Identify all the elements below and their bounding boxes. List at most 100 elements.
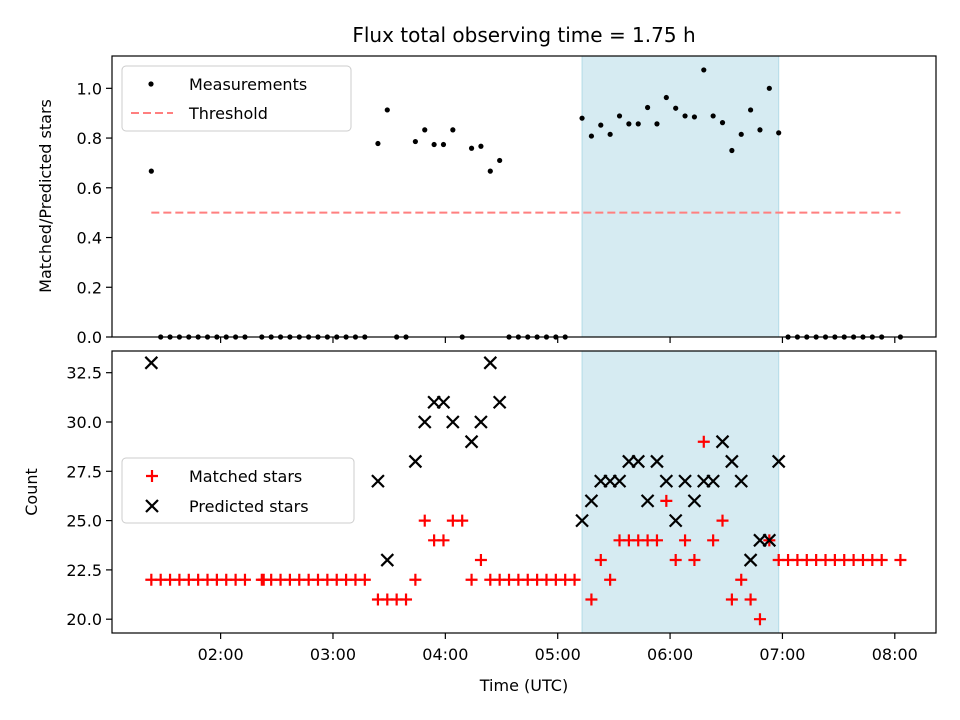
top-panel: 0.0 0.2 0.4 0.6 0.8 1.0 Matched/Predicted sta… [36, 55, 937, 347]
legend-measurements-marker [148, 81, 154, 87]
measurement-point [673, 105, 679, 111]
measurement-point [440, 141, 447, 148]
xtick-label: 05:00 [535, 645, 581, 664]
predicted-star-point [631, 454, 646, 469]
matched-star-point [697, 435, 710, 448]
top-panel-legend: Measurements Threshold [121, 65, 352, 132]
predicted-star-point [612, 474, 627, 488]
measurement-point [701, 67, 707, 73]
bottom-panel-legend: Matched stars Predicted stars [121, 457, 355, 524]
matched-star-point [744, 593, 757, 606]
bottom-panel-marks [144, 356, 907, 626]
legend-matched-marker [146, 470, 158, 482]
legend-matched-label: Matched stars [189, 467, 302, 486]
xtick-label: 04:00 [422, 645, 468, 664]
predicted-star-point [687, 494, 702, 508]
predicted-star-point [734, 474, 749, 488]
measurement-point [766, 85, 772, 91]
measurement-point [478, 143, 484, 149]
top-ytick-label: 0.2 [77, 278, 102, 297]
measurement-point [450, 127, 456, 133]
matched-star-point [753, 613, 766, 626]
legend-predicted-label: Predicted stars [189, 497, 309, 516]
measurement-point [776, 130, 782, 136]
bottom-panel: 20.0 22.5 25.0 27.5 30.0 32.5 02:00 03:00 04:00… [22, 350, 937, 695]
predicted-star-point [380, 553, 395, 567]
matched-star-point [358, 573, 371, 586]
xtick-label: 07:00 [759, 645, 805, 664]
bottom-ytick-label: 25.0 [66, 512, 102, 531]
top-panel-ylabel: Matched/Predicted stars [36, 99, 55, 293]
matched-star-point [875, 554, 888, 567]
matched-star-point [660, 494, 673, 507]
measurement-point [691, 114, 698, 120]
bottom-panel-ylabel: Count [22, 468, 41, 516]
bottom-ytick-label: 22.5 [66, 561, 102, 580]
predicted-star-point [706, 474, 720, 488]
predicted-star-point [483, 356, 498, 370]
measurement-point [375, 140, 381, 147]
predicted-star-point [575, 513, 589, 528]
matched-star-point [400, 593, 413, 606]
measurement-point [422, 127, 428, 133]
measurement-point [497, 157, 503, 164]
observing-window-shade-top [581, 55, 780, 338]
predicted-star-point [464, 434, 479, 449]
top-ytick-label: 0.4 [77, 229, 102, 248]
measurement-point [654, 121, 660, 127]
measurement-point [663, 94, 669, 101]
matched-star-point [669, 554, 682, 567]
xtick-label: 08:00 [872, 645, 918, 664]
matched-star-point [688, 554, 701, 567]
predicted-star-point [436, 395, 451, 410]
observing-window-shade-bottom [581, 350, 780, 634]
bottom-legend-box [121, 457, 355, 524]
bottom-ytick-label: 32.5 [66, 364, 102, 383]
predicted-star-point [659, 474, 674, 488]
predicted-star-point [446, 415, 460, 429]
measurement-point [384, 107, 390, 113]
top-ytick-label: 0.6 [77, 179, 102, 198]
top-ytick-label: 0.0 [77, 328, 102, 347]
measurement-point [148, 168, 154, 174]
matched-star-point [409, 573, 422, 586]
measurement-point [729, 147, 735, 154]
measurement-point [626, 121, 632, 127]
measurement-point [748, 107, 754, 113]
measurement-point [757, 127, 763, 133]
matched-star-point [707, 534, 720, 547]
top-panel-x-ticks [220, 337, 896, 343]
predicted-star-point [725, 454, 739, 469]
xtick-label: 06:00 [647, 645, 693, 664]
measurement-point [487, 168, 493, 174]
measurement-point [738, 131, 744, 137]
measurement-point [645, 104, 651, 111]
matched-star-point [894, 554, 907, 567]
matched-star-point [456, 514, 469, 527]
chart-title: Flux total observing time = 1.75 h [352, 23, 695, 47]
bottom-panel-y-ticks: 20.0 22.5 25.0 27.5 30.0 32.5 [66, 364, 112, 629]
matched-star-point [437, 534, 450, 547]
predicted-star-point [715, 434, 730, 449]
matched-star-point [604, 573, 617, 586]
matched-star-point [465, 573, 478, 586]
matched-star-point [735, 573, 748, 586]
bottom-ytick-label: 27.5 [66, 462, 102, 481]
predicted-star-point [640, 494, 655, 508]
measurement-point [598, 122, 604, 128]
matched-star-point [585, 593, 598, 606]
xtick-label: 03:00 [310, 645, 356, 664]
predicted-star-point [762, 533, 777, 548]
matched-star-point [418, 514, 431, 527]
matched-star-point [725, 593, 738, 606]
matched-star-point [594, 554, 607, 567]
matched-star-point [238, 573, 251, 586]
predicted-star-point [650, 454, 664, 469]
predicted-star-point [584, 494, 599, 508]
predicted-star-point [408, 454, 423, 469]
measurement-point [588, 133, 595, 139]
predicted-star-point [492, 395, 507, 410]
measurement-point [682, 113, 688, 119]
top-ytick-label: 0.8 [77, 129, 102, 148]
